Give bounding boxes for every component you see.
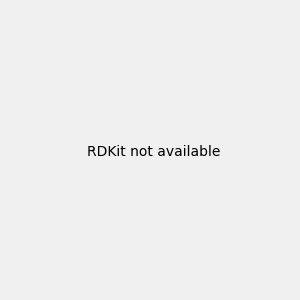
- Text: RDKit not available: RDKit not available: [87, 145, 220, 158]
